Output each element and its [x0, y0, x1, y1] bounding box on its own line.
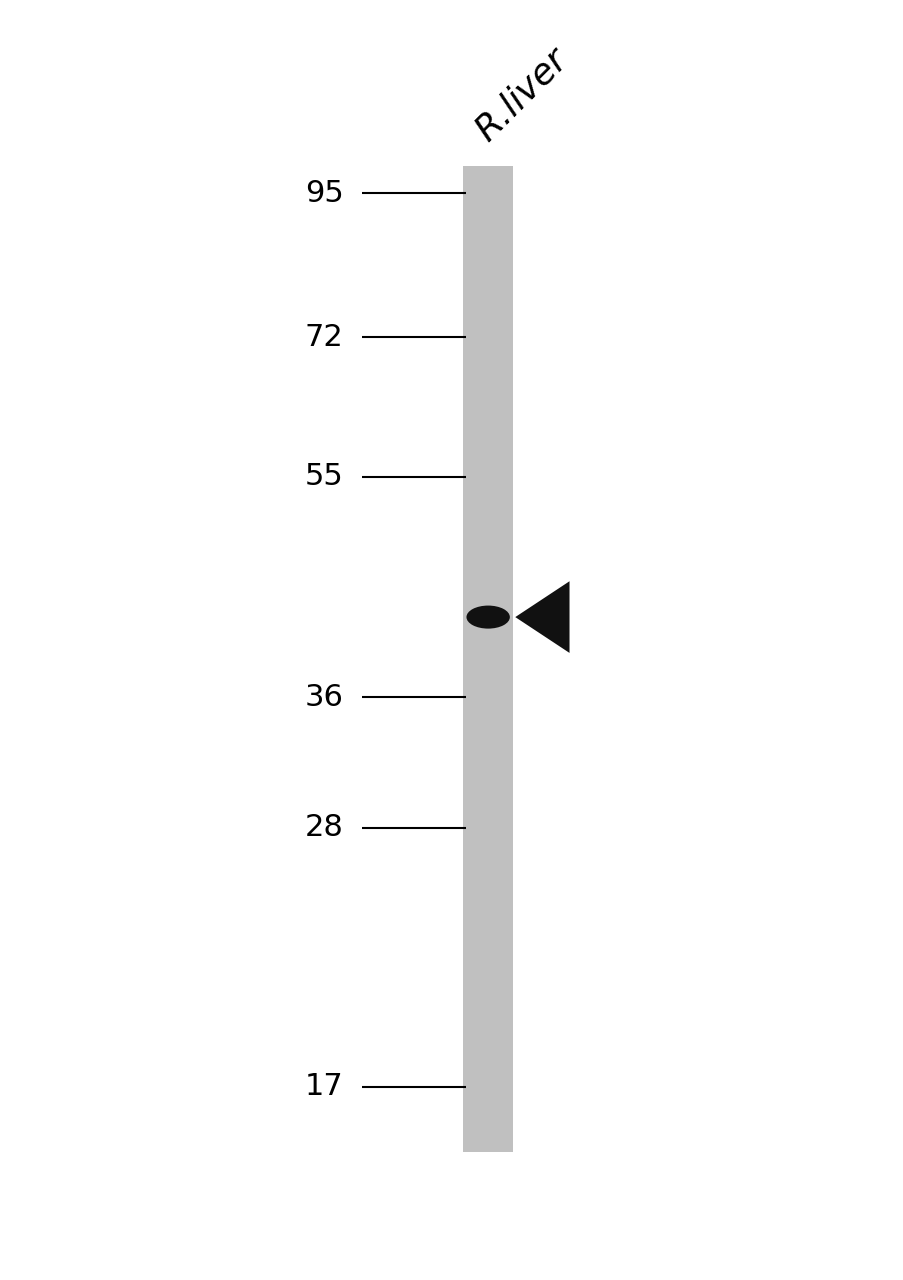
Text: 55: 55 [304, 462, 343, 492]
Text: 95: 95 [304, 178, 343, 207]
Text: 28: 28 [304, 813, 343, 842]
Ellipse shape [466, 605, 509, 628]
Bar [463, 166, 513, 1152]
Text: R.liver: R.liver [468, 42, 573, 147]
Text: 17: 17 [304, 1073, 343, 1102]
Text: 72: 72 [304, 323, 343, 352]
Polygon shape [515, 581, 569, 653]
Text: 36: 36 [304, 682, 343, 712]
